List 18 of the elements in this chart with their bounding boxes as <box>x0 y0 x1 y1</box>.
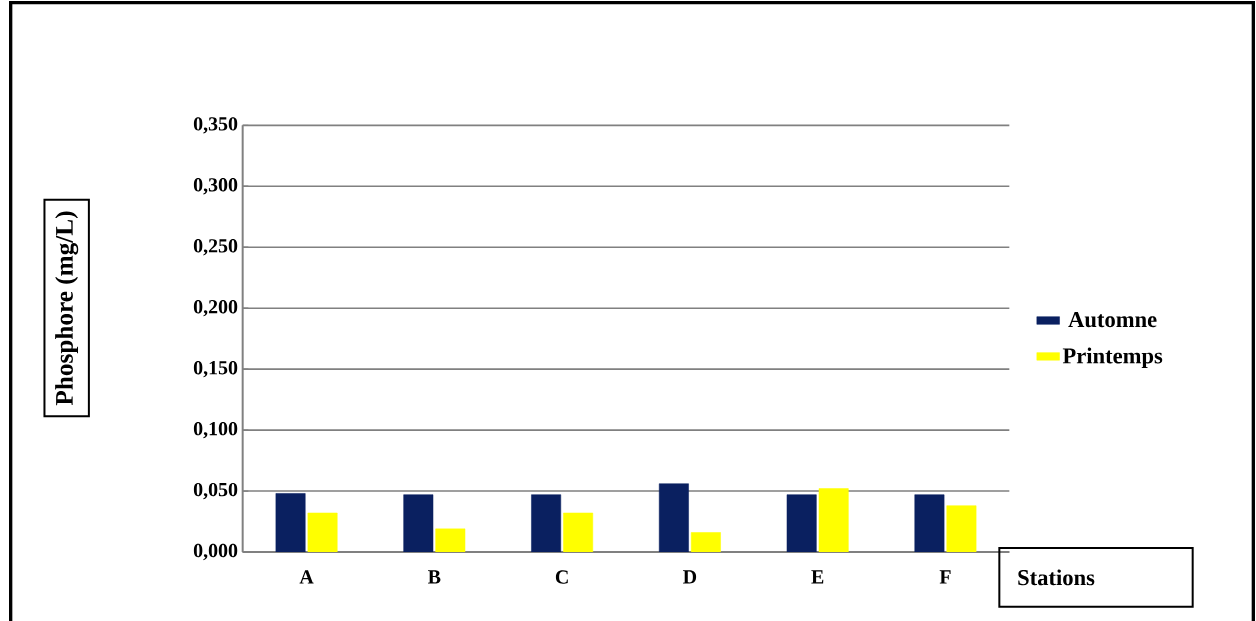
y-tick-label: 0,300 <box>193 177 238 195</box>
x-axis-title: Stations <box>1018 569 1095 586</box>
x-tick-label: E <box>811 570 824 584</box>
legend-label: Automne <box>1068 311 1157 328</box>
x-tick-label: B <box>428 570 441 584</box>
y-tick-label: 0,250 <box>193 238 238 256</box>
y-tick-label: 0,350 <box>193 117 238 134</box>
legend-label: Printemps <box>1062 347 1163 368</box>
y-tick-label: 0,150 <box>193 360 238 378</box>
y-axis-title: Phosphore (mg/L) <box>55 211 79 405</box>
x-tick-label: C <box>555 570 568 584</box>
y-tick-label: 0,200 <box>193 299 238 317</box>
y-tick-label: 0,100 <box>193 421 238 439</box>
y-tick-label: 0,050 <box>193 482 238 500</box>
x-tick-label: D <box>683 570 697 584</box>
x-tick-label: F <box>939 570 951 584</box>
x-tick-label: A <box>299 570 314 584</box>
y-tick-label: 0,000 <box>193 543 238 561</box>
